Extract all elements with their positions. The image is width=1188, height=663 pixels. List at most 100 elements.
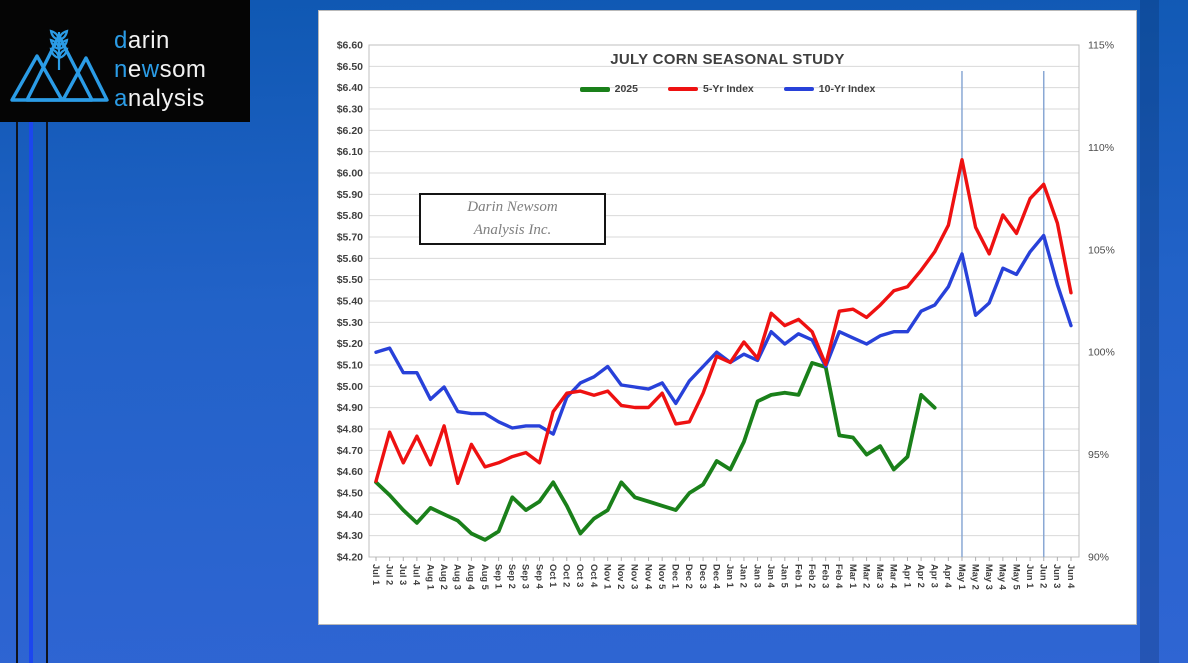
x-axis-label: May 3 (984, 564, 994, 590)
x-axis-label: Oct 1 (548, 564, 558, 587)
series-line-10-yr-index (374, 233, 1073, 436)
x-axis-label: Jul 3 (398, 564, 408, 585)
x-axis-label: Jan 3 (752, 564, 762, 588)
x-axis-label: Dec 2 (684, 564, 694, 589)
legend-label: 10-Yr Index (818, 83, 876, 95)
left-axis-tick-label: $5.50 (337, 274, 363, 286)
x-axis-label: Aug 4 (466, 564, 476, 591)
x-axis-label: Oct 2 (562, 564, 572, 587)
x-axis-label: Oct 3 (575, 564, 585, 587)
x-axis-label: May 2 (970, 564, 980, 590)
x-axis-label: Jun 4 (1066, 564, 1076, 589)
x-axis-label: Apr 1 (902, 564, 912, 588)
left-axis-tick-label: $6.50 (337, 61, 363, 73)
logo-box: darin newsom analysis (0, 0, 250, 122)
legend-label: 2025 (614, 83, 638, 95)
left-axis-tick-label: $5.70 (337, 232, 363, 244)
x-axis-label: Jun 2 (1039, 564, 1049, 588)
chart-legend: 2025 5-Yr Index 10-Yr Index (319, 83, 1136, 95)
right-axis-tick-label: 115% (1088, 40, 1114, 52)
x-axis-label: Jul 1 (371, 564, 381, 585)
x-axis-label: Feb 4 (834, 564, 844, 589)
left-axis-tick-label: $5.90 (337, 189, 363, 201)
right-accent-band (1140, 0, 1159, 663)
x-axis-label: Aug 1 (425, 564, 435, 590)
left-axis-tick-label: $4.80 (337, 424, 363, 436)
x-axis-label: Mar 1 (848, 564, 858, 588)
right-axis-tick-label: 95% (1088, 449, 1109, 461)
x-axis-label: Dec 1 (671, 564, 681, 589)
left-axis-tick-label: $6.20 (337, 125, 363, 137)
x-axis-label: Apr 4 (943, 564, 953, 589)
x-axis-label: Jan 4 (766, 564, 776, 589)
legend-item-2025: 2025 (579, 83, 638, 95)
x-axis-label: Jun 3 (1052, 564, 1062, 588)
x-axis-label: Apr 3 (930, 564, 940, 588)
decor-line-black-left (16, 122, 18, 663)
x-axis-label: Aug 5 (480, 564, 490, 590)
right-axis-tick-label: 100% (1088, 347, 1115, 359)
left-axis-tick-label: $4.70 (337, 445, 363, 457)
decor-line-black-right (46, 122, 48, 663)
x-axis-label: Aug 3 (453, 564, 463, 590)
x-axis-label: Mar 2 (861, 564, 871, 588)
legend-item-10-yr-index: 10-Yr Index (783, 83, 876, 95)
left-axis-tick-label: $5.10 (337, 360, 363, 372)
legend-item-5-yr-index: 5-Yr Index (667, 83, 754, 95)
left-axis-tick-label: $5.60 (337, 253, 363, 265)
x-axis-label: Jul 2 (384, 564, 394, 585)
legend-swatch (783, 87, 814, 91)
chart-title: JULY CORN SEASONAL STUDY (610, 51, 845, 68)
plot-border (368, 44, 1080, 558)
left-axis-tick-label: $4.40 (337, 509, 363, 521)
left-axis-tick-label: $6.30 (337, 104, 363, 116)
series-line-2025 (374, 361, 937, 542)
left-axis-tick-label: $4.50 (337, 488, 363, 500)
x-axis-label: Nov 4 (643, 564, 653, 590)
left-axis-tick-label: $6.40 (337, 82, 363, 94)
right-axis-tick-label: 90% (1088, 552, 1109, 564)
x-axis-label: Feb 3 (821, 564, 831, 588)
x-axis-label: May 5 (1011, 564, 1021, 590)
x-axis-label: Sep 2 (507, 564, 517, 589)
left-axis-tick-label: $5.20 (337, 338, 363, 350)
right-axis-tick-label: 105% (1088, 244, 1115, 256)
left-axis-tick-label: $4.30 (337, 530, 363, 542)
x-axis-label: Mar 4 (889, 564, 899, 589)
x-axis-label: Nov 1 (602, 564, 612, 589)
x-axis-label: May 1 (957, 564, 967, 590)
legend-swatch (667, 87, 698, 91)
x-axis-label: Aug 2 (439, 564, 449, 590)
left-axis-tick-label: $6.10 (337, 146, 363, 158)
x-axis-label: Apr 2 (916, 564, 926, 588)
watermark-line2: Analysis Inc. (473, 222, 552, 238)
x-axis-label: Feb 1 (793, 564, 803, 588)
left-axis-tick-label: $4.60 (337, 466, 363, 478)
left-axis-tick-label: $5.00 (337, 381, 363, 393)
x-axis-label: Sep 1 (493, 564, 503, 589)
left-axis-tick-label: $6.60 (337, 40, 363, 52)
seasonal-chart-plot: $6.60 $6.50 $6.40 $6.30 $6.20 $6.10 $6.00 $5.90… (337, 40, 1115, 591)
watermark-box: Darin Newsom Analysis Inc. (419, 193, 606, 245)
x-axis-label: Mar 3 (875, 564, 885, 588)
x-axis-label: Dec 3 (698, 564, 708, 589)
x-axis-label: Jan 5 (780, 564, 790, 588)
left-axis-tick-label: $4.20 (337, 552, 363, 564)
left-axis-tick-label: $6.00 (337, 168, 363, 180)
x-axis-label: Jan 1 (725, 564, 735, 588)
x-axis-label: Jan 2 (739, 564, 749, 588)
legend-label: 5-Yr Index (702, 83, 754, 95)
x-axis-label: May 4 (998, 564, 1008, 591)
left-axis-tick-label: $5.80 (337, 210, 363, 222)
left-axis-tick-label: $5.30 (337, 317, 363, 329)
series-line-5-yr-index (374, 158, 1073, 485)
left-axis-tick-label: $5.40 (337, 296, 363, 308)
x-axis-label: Nov 3 (630, 564, 640, 589)
legend-swatch (579, 86, 610, 92)
x-axis-label: Nov 5 (657, 564, 667, 589)
x-axis-label: Feb 2 (807, 564, 817, 588)
x-axis-label: Nov 2 (616, 564, 626, 589)
right-axis-tick-label: 110% (1088, 142, 1114, 154)
watermark-line1: Darin Newsom (467, 199, 558, 215)
